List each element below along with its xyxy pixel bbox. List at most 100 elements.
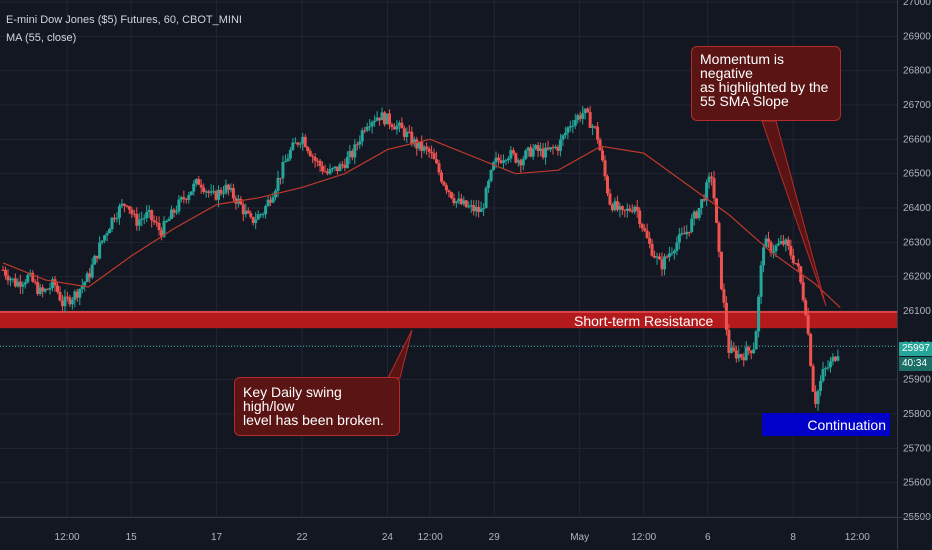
candle-body bbox=[415, 139, 419, 149]
time-tick-label: 22 bbox=[296, 532, 308, 543]
candle-body bbox=[13, 278, 17, 287]
candle-body bbox=[437, 163, 441, 173]
candle-body bbox=[383, 112, 387, 125]
candle-body bbox=[811, 365, 815, 392]
continuation-box: Continuation bbox=[762, 413, 890, 436]
candle-body bbox=[573, 119, 577, 126]
candle-body bbox=[539, 148, 543, 151]
candle-body bbox=[353, 144, 357, 158]
candle-body bbox=[630, 210, 634, 212]
candle-body bbox=[6, 275, 10, 281]
candle-body bbox=[836, 356, 840, 361]
candle-body bbox=[313, 157, 317, 161]
candle-body bbox=[207, 191, 211, 193]
candle-body bbox=[358, 141, 362, 145]
swing-callout-line: level has been broken. bbox=[243, 412, 384, 428]
time-tick-label: 15 bbox=[126, 532, 138, 543]
candle-body bbox=[199, 184, 203, 188]
candle-body bbox=[449, 192, 453, 199]
candle-body bbox=[224, 184, 228, 193]
candle-body bbox=[828, 361, 832, 368]
candle-body bbox=[501, 160, 505, 163]
candle-body bbox=[799, 266, 803, 283]
candle-body bbox=[658, 256, 662, 260]
candle-body bbox=[806, 315, 810, 334]
candle-body bbox=[603, 160, 607, 177]
current-price-tag: 25997 bbox=[899, 342, 932, 356]
candle-body bbox=[519, 160, 523, 166]
candle-body bbox=[801, 282, 805, 301]
candle-body bbox=[229, 187, 233, 190]
candle-body bbox=[261, 214, 265, 216]
candle-body bbox=[338, 164, 342, 172]
momentum-callout: Momentum is negative as highlighted by t… bbox=[691, 46, 841, 121]
candle-body bbox=[742, 357, 746, 361]
candle-body bbox=[184, 199, 188, 201]
candle-body bbox=[306, 147, 310, 152]
candle-body bbox=[482, 208, 486, 210]
candle-body bbox=[167, 218, 171, 222]
candle-body bbox=[328, 168, 332, 174]
candle-body bbox=[152, 220, 156, 223]
candle-body bbox=[452, 198, 456, 204]
candle-body bbox=[824, 368, 828, 370]
candle-body bbox=[598, 139, 602, 151]
candle-body bbox=[472, 205, 476, 212]
candle-body bbox=[752, 349, 756, 354]
candle-body bbox=[509, 150, 513, 159]
candle-body bbox=[563, 132, 567, 136]
candle-body bbox=[8, 278, 12, 281]
candle-body bbox=[90, 264, 94, 278]
candle-body bbox=[549, 147, 553, 150]
candle-body bbox=[714, 198, 718, 223]
price-tick-label: 25600 bbox=[903, 478, 931, 489]
candle-body bbox=[93, 255, 97, 265]
candle-body bbox=[727, 329, 731, 353]
candle-body bbox=[558, 139, 562, 151]
sma-polyline bbox=[2, 138, 841, 309]
candle-body bbox=[145, 212, 149, 219]
price-tick-label: 26900 bbox=[903, 31, 931, 42]
candle-body bbox=[724, 302, 728, 330]
candle-body bbox=[155, 222, 159, 224]
candle-body bbox=[281, 161, 285, 179]
candle-body bbox=[511, 150, 515, 154]
candle-body bbox=[140, 218, 144, 220]
candle-body bbox=[165, 221, 169, 223]
candle-body bbox=[427, 148, 431, 152]
candle-body bbox=[78, 288, 82, 298]
candle-body bbox=[784, 239, 788, 245]
time-tick-label: 24 bbox=[382, 532, 394, 543]
candle-body bbox=[677, 234, 681, 243]
candle-body bbox=[809, 333, 813, 366]
candle-body bbox=[169, 209, 173, 219]
candle-body bbox=[786, 239, 790, 246]
candle-body bbox=[345, 156, 349, 169]
candle-body bbox=[23, 282, 27, 285]
candle-body bbox=[33, 281, 37, 283]
candle-body bbox=[826, 367, 830, 369]
candle-body bbox=[412, 139, 416, 145]
candle-body bbox=[41, 287, 45, 292]
candle-body bbox=[58, 291, 62, 301]
candle-body bbox=[46, 288, 50, 290]
candle-body bbox=[529, 147, 533, 157]
candle-body bbox=[492, 162, 496, 171]
candle-body bbox=[330, 168, 334, 170]
candle-body bbox=[73, 291, 77, 300]
price-tick-label: 26400 bbox=[903, 203, 931, 214]
candle-body bbox=[447, 190, 451, 193]
candle-body bbox=[405, 131, 409, 137]
candle-body bbox=[187, 195, 191, 200]
candle-body bbox=[739, 354, 743, 358]
candle-body bbox=[454, 201, 458, 204]
candle-body bbox=[254, 219, 258, 223]
candle-body bbox=[804, 300, 808, 316]
price-tick-label: 26600 bbox=[903, 134, 931, 145]
candle-body bbox=[410, 131, 414, 145]
candle-body bbox=[759, 265, 763, 297]
candle-body bbox=[321, 166, 325, 172]
candle-body bbox=[16, 281, 20, 287]
candle-body bbox=[303, 136, 307, 148]
candle-body bbox=[226, 184, 230, 190]
